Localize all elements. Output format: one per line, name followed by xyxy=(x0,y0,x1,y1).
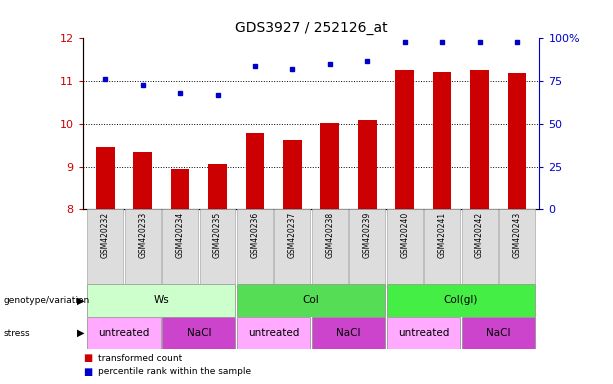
Text: NaCl: NaCl xyxy=(337,328,361,338)
Bar xyxy=(200,209,235,284)
Text: ▶: ▶ xyxy=(77,295,84,306)
Bar xyxy=(96,147,115,209)
Text: GSM420243: GSM420243 xyxy=(512,212,522,258)
Text: untreated: untreated xyxy=(248,328,299,338)
Bar xyxy=(237,209,273,284)
Bar xyxy=(87,209,123,284)
Bar xyxy=(283,140,302,209)
Bar xyxy=(312,317,385,349)
Bar xyxy=(124,209,161,284)
Bar xyxy=(87,317,161,349)
Text: GSM420233: GSM420233 xyxy=(138,212,147,258)
Bar xyxy=(424,209,460,284)
Text: GSM420236: GSM420236 xyxy=(251,212,259,258)
Text: GSM420239: GSM420239 xyxy=(363,212,371,258)
Text: Col: Col xyxy=(303,295,319,306)
Bar xyxy=(387,317,460,349)
Text: untreated: untreated xyxy=(98,328,150,338)
Text: Ws: Ws xyxy=(153,295,169,306)
Text: GSM420235: GSM420235 xyxy=(213,212,222,258)
Text: GSM420242: GSM420242 xyxy=(475,212,484,258)
Text: ■: ■ xyxy=(83,353,92,363)
Bar xyxy=(395,70,414,209)
Text: NaCl: NaCl xyxy=(486,328,511,338)
Text: GSM420238: GSM420238 xyxy=(326,212,334,258)
Text: percentile rank within the sample: percentile rank within the sample xyxy=(98,367,251,376)
Text: GSM420237: GSM420237 xyxy=(288,212,297,258)
Text: genotype/variation: genotype/variation xyxy=(3,296,89,305)
Bar xyxy=(171,169,189,209)
Text: stress: stress xyxy=(3,329,29,338)
Bar xyxy=(321,123,339,209)
Text: untreated: untreated xyxy=(398,328,449,338)
Bar xyxy=(133,152,152,209)
Text: ■: ■ xyxy=(83,367,92,377)
Text: Col(gl): Col(gl) xyxy=(444,295,478,306)
Bar xyxy=(508,73,527,209)
Bar xyxy=(162,317,235,349)
Bar xyxy=(462,209,498,284)
Bar xyxy=(470,70,489,209)
Bar xyxy=(462,317,535,349)
Text: ▶: ▶ xyxy=(77,328,84,338)
Bar xyxy=(349,209,385,284)
Bar xyxy=(387,209,422,284)
Text: GSM420241: GSM420241 xyxy=(438,212,447,258)
Bar xyxy=(208,164,227,209)
Bar xyxy=(433,72,451,209)
Title: GDS3927 / 252126_at: GDS3927 / 252126_at xyxy=(235,21,387,35)
Bar xyxy=(246,133,264,209)
Bar xyxy=(237,284,385,317)
Bar xyxy=(87,284,235,317)
Text: GSM420240: GSM420240 xyxy=(400,212,409,258)
Bar xyxy=(275,209,310,284)
Bar xyxy=(162,209,198,284)
Text: GSM420232: GSM420232 xyxy=(101,212,110,258)
Bar xyxy=(499,209,535,284)
Bar xyxy=(237,317,310,349)
Text: GSM420234: GSM420234 xyxy=(175,212,185,258)
Bar xyxy=(387,284,535,317)
Text: transformed count: transformed count xyxy=(98,354,182,362)
Text: NaCl: NaCl xyxy=(186,328,211,338)
Bar xyxy=(358,121,376,209)
Bar xyxy=(312,209,348,284)
